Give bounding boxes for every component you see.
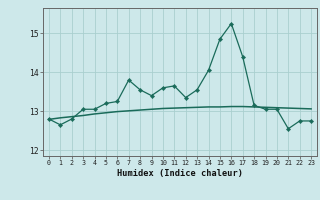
X-axis label: Humidex (Indice chaleur): Humidex (Indice chaleur) xyxy=(117,169,243,178)
